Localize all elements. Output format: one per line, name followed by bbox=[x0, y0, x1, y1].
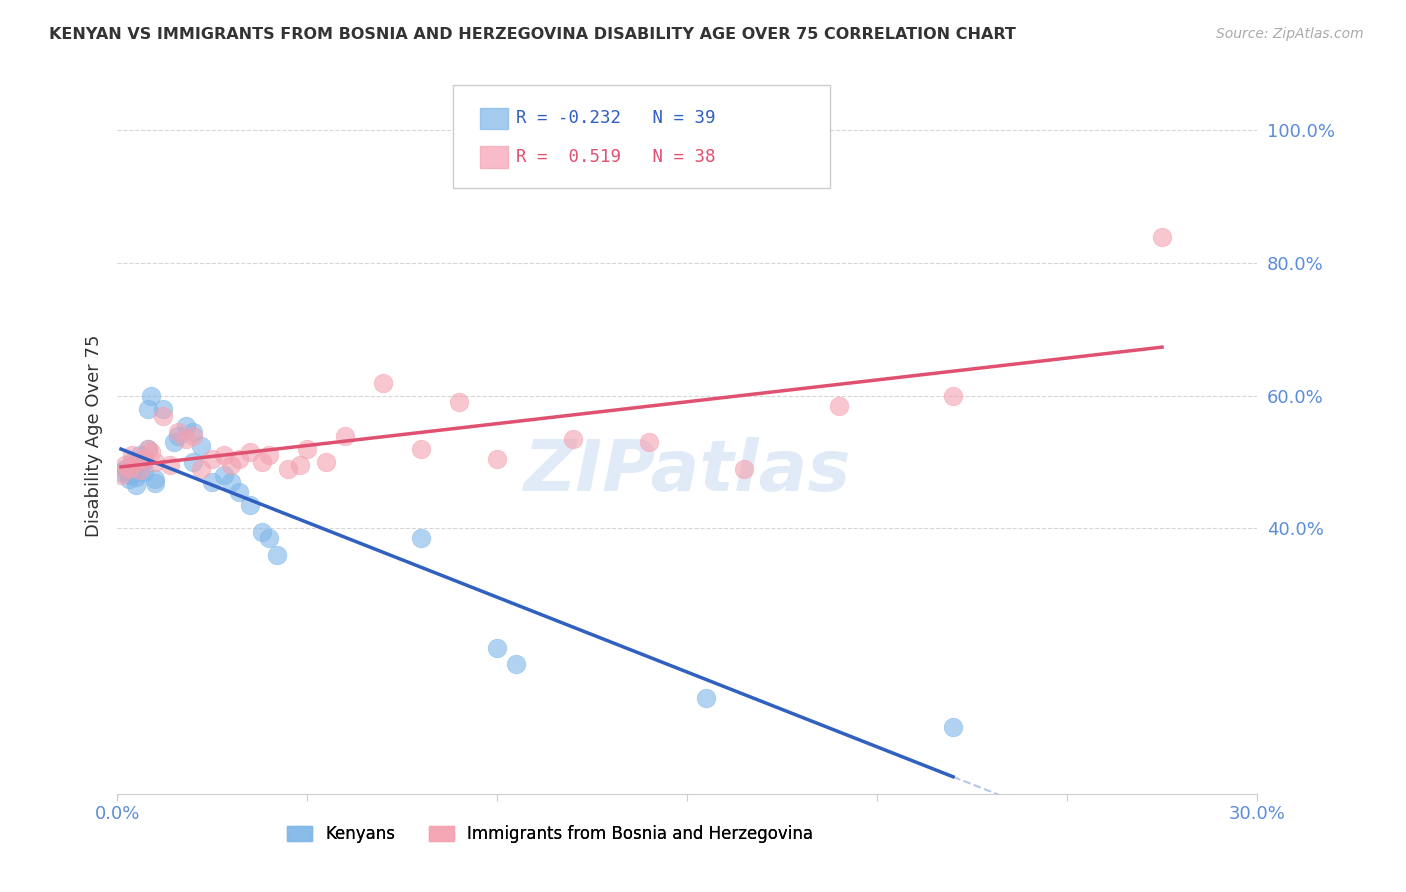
Point bbox=[219, 458, 242, 473]
Text: R =  0.519   N = 38: R = 0.519 N = 38 bbox=[516, 148, 716, 166]
Point bbox=[449, 395, 471, 409]
Point bbox=[136, 442, 159, 456]
Point bbox=[181, 428, 204, 442]
Point bbox=[129, 449, 152, 463]
Point bbox=[125, 455, 148, 469]
Point bbox=[181, 425, 204, 440]
Point bbox=[129, 463, 152, 477]
Point bbox=[117, 461, 139, 475]
Point bbox=[114, 458, 136, 473]
Point bbox=[315, 455, 337, 469]
Point bbox=[125, 458, 148, 473]
Point bbox=[1150, 229, 1173, 244]
Point bbox=[152, 409, 174, 423]
Point bbox=[129, 463, 152, 477]
Point bbox=[121, 467, 143, 481]
Y-axis label: Disability Age Over 75: Disability Age Over 75 bbox=[86, 334, 103, 537]
Point bbox=[212, 468, 235, 483]
Point bbox=[411, 442, 433, 456]
Point bbox=[277, 461, 299, 475]
Point bbox=[250, 524, 273, 539]
Point bbox=[174, 418, 197, 433]
Text: ZIPatlas: ZIPatlas bbox=[523, 437, 851, 506]
Point bbox=[121, 449, 143, 463]
Point bbox=[136, 442, 159, 456]
Point bbox=[152, 402, 174, 417]
Point bbox=[125, 469, 148, 483]
Point bbox=[333, 428, 356, 442]
Point bbox=[486, 640, 509, 655]
Point bbox=[132, 465, 155, 479]
Point bbox=[257, 449, 280, 463]
Point bbox=[505, 657, 527, 672]
Point bbox=[190, 438, 212, 452]
Point bbox=[695, 690, 717, 705]
Point bbox=[373, 376, 395, 390]
Point bbox=[132, 451, 155, 466]
FancyBboxPatch shape bbox=[479, 108, 508, 129]
Point bbox=[212, 449, 235, 463]
Point bbox=[228, 451, 250, 466]
Point bbox=[266, 548, 288, 562]
Point bbox=[110, 465, 132, 479]
Point bbox=[163, 435, 186, 450]
Point bbox=[181, 455, 204, 469]
Point bbox=[167, 425, 190, 440]
Point bbox=[201, 451, 224, 466]
Point bbox=[239, 498, 262, 512]
Point bbox=[167, 428, 190, 442]
Point bbox=[110, 468, 132, 483]
Point bbox=[201, 475, 224, 489]
Point bbox=[143, 455, 166, 469]
Point bbox=[136, 402, 159, 417]
Point bbox=[125, 478, 148, 492]
Point bbox=[190, 461, 212, 475]
Point bbox=[141, 445, 163, 459]
Point bbox=[143, 476, 166, 491]
Point bbox=[942, 389, 965, 403]
Point bbox=[562, 432, 585, 446]
Point bbox=[257, 532, 280, 546]
Point bbox=[486, 451, 509, 466]
Point bbox=[121, 455, 143, 469]
Point bbox=[117, 472, 139, 486]
Point bbox=[141, 389, 163, 403]
Legend: Kenyans, Immigrants from Bosnia and Herzegovina: Kenyans, Immigrants from Bosnia and Herz… bbox=[281, 819, 820, 850]
Point bbox=[174, 432, 197, 446]
Point bbox=[117, 468, 139, 483]
FancyBboxPatch shape bbox=[479, 146, 508, 168]
Text: KENYAN VS IMMIGRANTS FROM BOSNIA AND HERZEGOVINA DISABILITY AGE OVER 75 CORRELAT: KENYAN VS IMMIGRANTS FROM BOSNIA AND HER… bbox=[49, 27, 1017, 42]
Point bbox=[114, 461, 136, 475]
Point bbox=[638, 435, 661, 450]
Point bbox=[733, 461, 755, 475]
Point bbox=[219, 475, 242, 489]
FancyBboxPatch shape bbox=[454, 85, 830, 188]
Text: R = -0.232   N = 39: R = -0.232 N = 39 bbox=[516, 109, 716, 128]
Point bbox=[828, 399, 851, 413]
Point bbox=[121, 463, 143, 477]
Point bbox=[288, 458, 311, 473]
Point bbox=[250, 455, 273, 469]
Point bbox=[295, 442, 318, 456]
Text: Source: ZipAtlas.com: Source: ZipAtlas.com bbox=[1216, 27, 1364, 41]
Point bbox=[411, 532, 433, 546]
Point bbox=[942, 720, 965, 734]
Point bbox=[159, 458, 181, 473]
Point bbox=[228, 484, 250, 499]
Point bbox=[132, 454, 155, 468]
Point bbox=[239, 445, 262, 459]
Point bbox=[143, 472, 166, 486]
